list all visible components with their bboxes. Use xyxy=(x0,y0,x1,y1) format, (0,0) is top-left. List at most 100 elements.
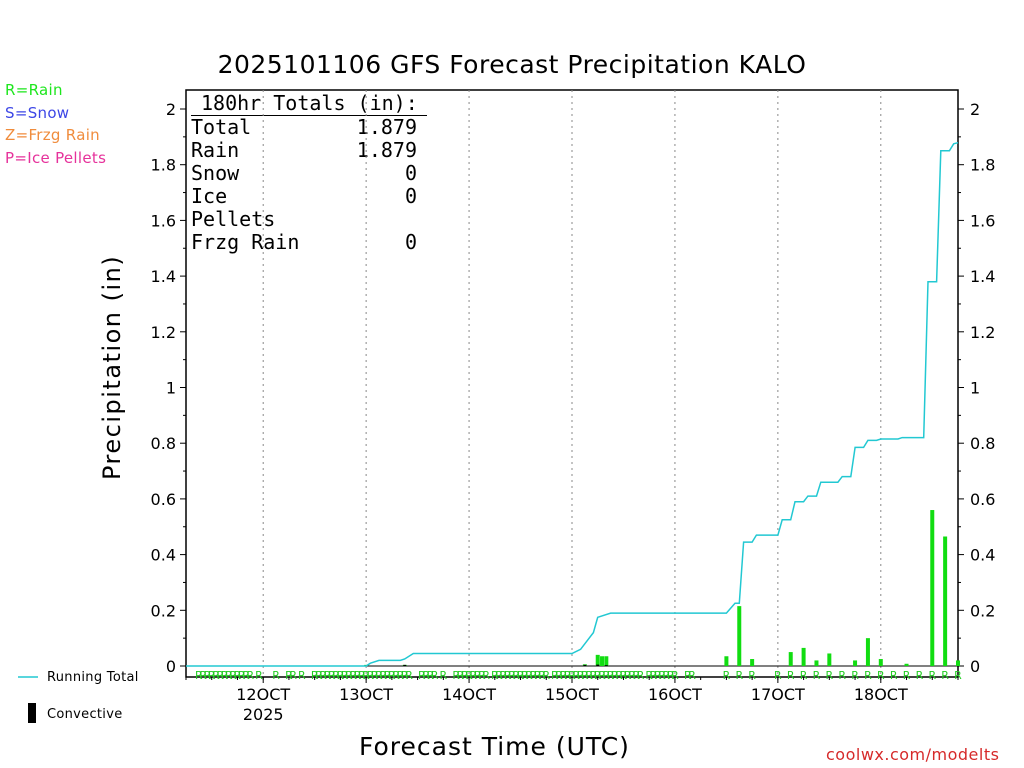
rain-type-marker: R xyxy=(341,669,349,682)
rain-type-marker: R xyxy=(461,669,469,682)
totals-row-rain: Rain 1.879 xyxy=(191,139,417,162)
totals-row-total: Total 1.879 xyxy=(191,116,417,139)
totals-row-value: 0 xyxy=(404,161,417,185)
rain-type-marker: R xyxy=(495,669,503,682)
rain-type-marker: R xyxy=(667,669,675,682)
legend-item-snow: S=Snow xyxy=(5,103,70,122)
convective-legend-swatch xyxy=(28,703,36,723)
rain-type-marker: R xyxy=(598,669,606,682)
rain-type-marker: R xyxy=(903,669,911,682)
rain-type-marker: R xyxy=(890,669,898,682)
rain-type-marker: R xyxy=(298,669,306,682)
rain-type-marker: R xyxy=(229,669,237,682)
rain-type-marker: R xyxy=(525,669,533,682)
rain-type-marker: R xyxy=(577,669,585,682)
y-tick-label-right: 1.4 xyxy=(970,267,995,286)
rain-type-marker: R xyxy=(208,669,216,682)
running-total-line xyxy=(186,141,959,667)
totals-row-value: 0 xyxy=(404,184,417,208)
legend-item-ice-pellets: P=Ice Pellets xyxy=(5,148,107,167)
rain-type-marker: R xyxy=(405,669,413,682)
rain-type-marker: R xyxy=(272,669,280,682)
rain-type-marker: R xyxy=(568,669,576,682)
totals-row-value: 1.879 xyxy=(356,138,417,162)
rain-type-marker: R xyxy=(517,669,525,682)
precip-bar xyxy=(930,510,935,666)
rain-type-marker: R xyxy=(560,669,568,682)
credit-text: coolwx.com/modelts xyxy=(826,745,1000,764)
rain-type-marker: R xyxy=(285,669,293,682)
rain-type-marker: R xyxy=(521,669,529,682)
rain-type-marker: R xyxy=(392,669,400,682)
rain-type-marker: R xyxy=(534,669,542,682)
convective-bar xyxy=(403,664,407,666)
rain-type-marker: R xyxy=(401,669,409,682)
rain-type-marker: R xyxy=(581,669,589,682)
rain-type-marker: R xyxy=(311,669,319,682)
rain-type-marker: R xyxy=(928,669,936,682)
y-tick-label-left: 0.8 xyxy=(151,434,176,453)
convective-bar xyxy=(596,664,600,666)
precip-bar xyxy=(827,653,832,666)
convective-legend-label: Convective xyxy=(47,707,123,722)
rain-type-marker: R xyxy=(723,669,731,682)
precip-bar xyxy=(600,656,605,666)
rain-type-marker: R xyxy=(452,669,460,682)
rain-type-marker: R xyxy=(684,669,692,682)
totals-row-frzg-rain: Frzg Rain 0 xyxy=(191,231,417,254)
rain-type-marker: R xyxy=(225,669,233,682)
rain-type-marker: R xyxy=(319,669,327,682)
rain-type-marker: R xyxy=(748,669,756,682)
precip-bar xyxy=(750,659,755,666)
rain-type-marker: R xyxy=(654,669,662,682)
y-tick-label-right: 1 xyxy=(970,379,980,398)
totals-header: 180hr Totals (in): xyxy=(191,92,427,116)
y-tick-label-right: 0 xyxy=(970,657,980,676)
precip-bar xyxy=(788,652,793,666)
rain-type-marker: R xyxy=(332,669,340,682)
totals-row-label: Snow xyxy=(191,161,240,185)
precip-bar xyxy=(595,654,600,666)
chart-title: 2025101106 GFS Forecast Precipitation KA… xyxy=(217,50,807,79)
x-tick-label: 14OCT xyxy=(442,685,496,704)
precip-bar xyxy=(604,656,609,666)
rain-type-marker: R xyxy=(564,669,572,682)
rain-type-marker: R xyxy=(216,669,224,682)
rain-type-marker: R xyxy=(315,669,323,682)
x-tick-label: 16OCT xyxy=(648,685,702,704)
rain-type-marker: R xyxy=(379,669,387,682)
y-tick-label-right: 2 xyxy=(970,100,980,119)
rain-type-marker: R xyxy=(440,669,448,682)
rain-type-marker: R xyxy=(602,669,610,682)
y-tick-label-right: 0.8 xyxy=(970,434,995,453)
y-tick-label-left: 2 xyxy=(166,100,176,119)
rain-type-marker: R xyxy=(851,669,859,682)
rain-type-marker: R xyxy=(431,669,439,682)
y-tick-label-right: 0.4 xyxy=(970,546,995,565)
x-tick-label: 18OCT xyxy=(854,685,908,704)
totals-panel: 180hr Totals (in): Total 1.879 Rain 1.879 Sn… xyxy=(191,92,427,254)
rain-type-marker: R xyxy=(624,669,632,682)
convective-bar xyxy=(604,665,608,667)
rain-type-marker: R xyxy=(611,669,619,682)
rain-type-marker: R xyxy=(774,669,782,682)
legend-item-frzg-rain: Z=Frzg Rain xyxy=(5,126,100,144)
rain-type-marker: R xyxy=(508,669,516,682)
rain-type-marker: R xyxy=(538,669,546,682)
y-tick-label-left: 0.6 xyxy=(151,490,176,509)
rain-type-marker: R xyxy=(204,669,212,682)
legend-item-rain: R=Rain xyxy=(5,81,63,99)
y-tick-label-left: 0.2 xyxy=(151,601,176,620)
x-tick-label: 12OCT xyxy=(236,685,290,704)
rain-type-marker: R xyxy=(941,669,949,682)
rain-type-marker: R xyxy=(255,669,263,682)
rain-type-marker: R xyxy=(371,669,379,682)
rain-type-marker: R xyxy=(478,669,486,682)
rain-type-marker: R xyxy=(349,669,357,682)
rain-type-marker: R xyxy=(594,669,602,682)
rain-type-marker: R xyxy=(590,669,598,682)
totals-row-value: 0 xyxy=(404,230,417,254)
rain-type-marker: R xyxy=(551,669,559,682)
rain-type-marker: R xyxy=(637,669,645,682)
